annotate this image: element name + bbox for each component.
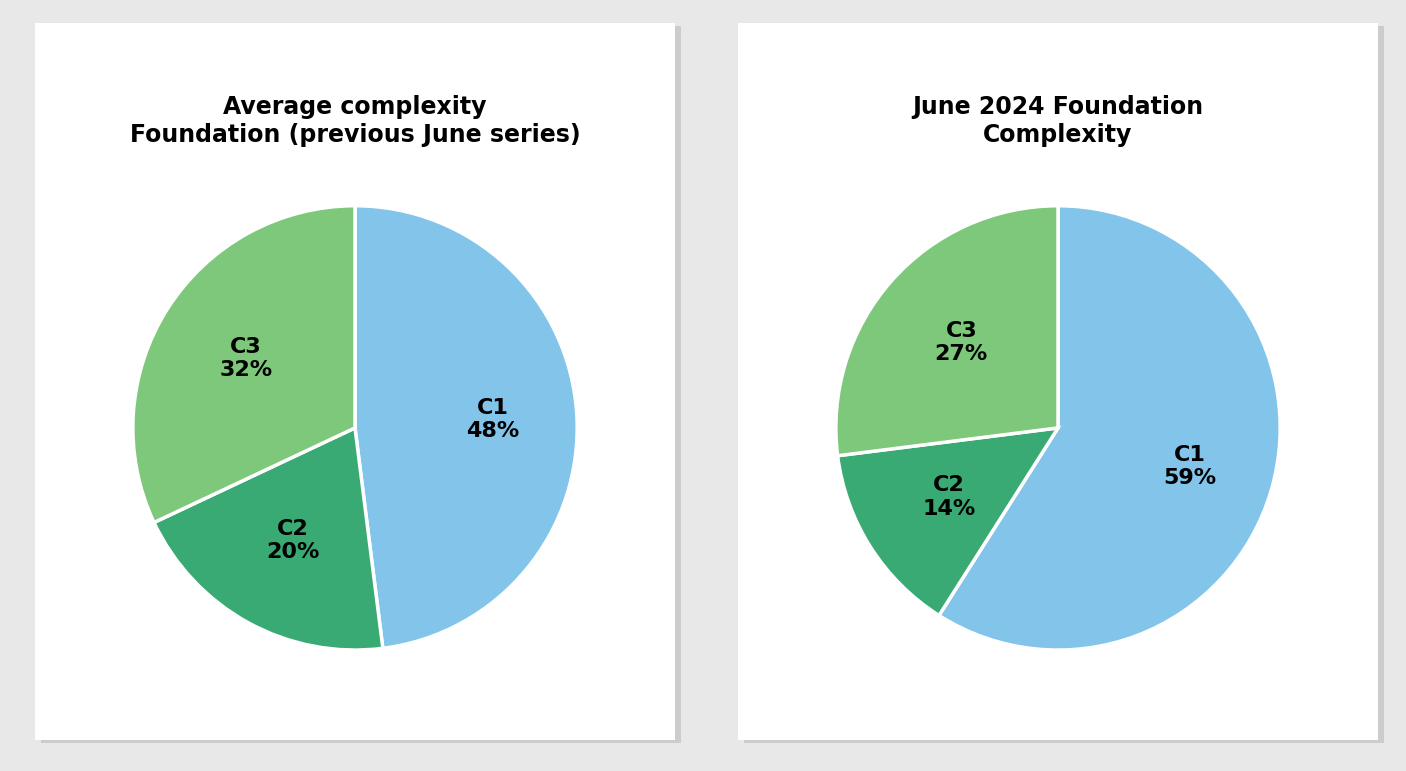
Wedge shape	[939, 206, 1279, 650]
Wedge shape	[134, 206, 356, 523]
Text: C1
48%: C1 48%	[465, 398, 519, 441]
Text: C3
27%: C3 27%	[935, 321, 988, 365]
Wedge shape	[837, 206, 1059, 456]
Text: C2
20%: C2 20%	[266, 519, 319, 562]
Text: June 2024 Foundation
Complexity: June 2024 Foundation Complexity	[912, 95, 1204, 146]
Wedge shape	[838, 428, 1059, 615]
Wedge shape	[354, 206, 576, 648]
Text: Average complexity
Foundation (previous June series): Average complexity Foundation (previous …	[129, 95, 581, 146]
Text: C2
14%: C2 14%	[922, 476, 976, 519]
Text: C3
32%: C3 32%	[219, 337, 273, 380]
Wedge shape	[155, 428, 382, 650]
Text: C1
59%: C1 59%	[1164, 445, 1216, 488]
